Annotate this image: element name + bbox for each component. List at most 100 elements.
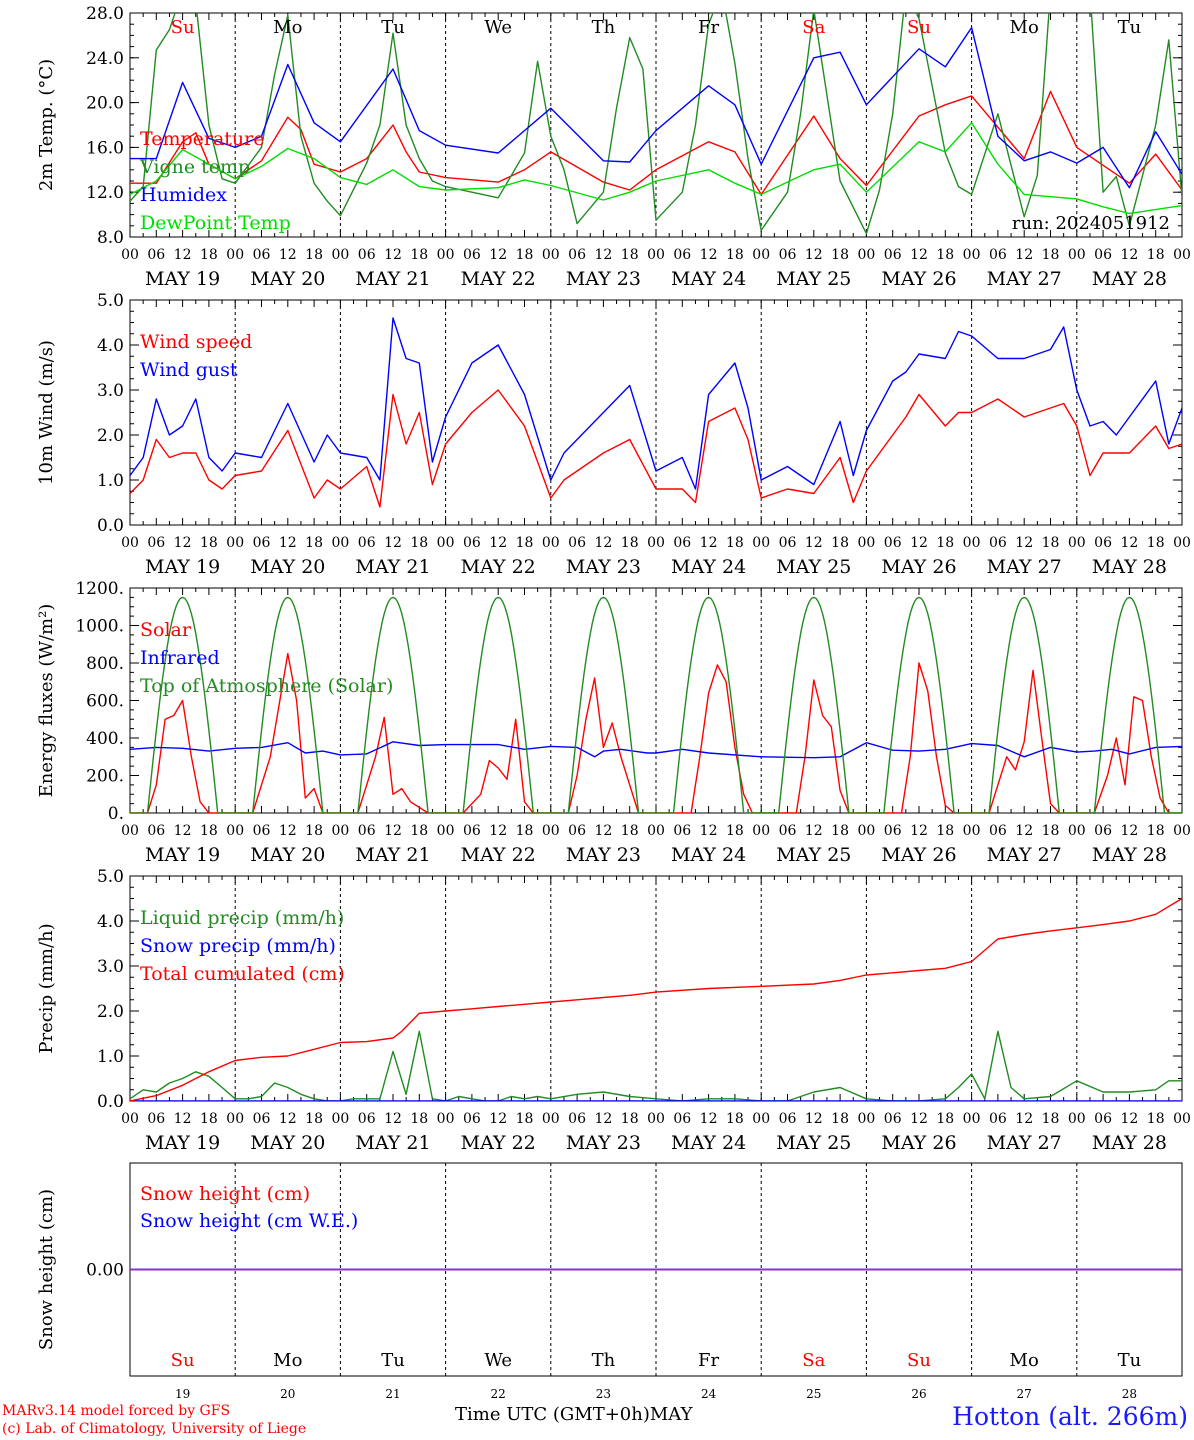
- x-day-label: MAY 25: [776, 844, 851, 866]
- legend-entry: Snow height (cm W.E.): [140, 1210, 358, 1232]
- x-hour-label: 00: [121, 1111, 139, 1127]
- x-day-label: MAY 28: [1092, 1132, 1167, 1154]
- weekday-label: Mo: [1010, 1350, 1039, 1371]
- y-tick-label: 0.: [108, 804, 124, 824]
- x-hour-label: 06: [779, 823, 797, 839]
- x-hour-label: 12: [594, 535, 612, 551]
- x-hour-label: 06: [779, 535, 797, 551]
- x-hour-label: 12: [384, 247, 402, 263]
- day-number-label: 23: [596, 1387, 611, 1401]
- x-hour-label: 06: [253, 823, 271, 839]
- x-hour-label: 06: [673, 535, 691, 551]
- x-hour-label: 12: [700, 823, 718, 839]
- x-hour-label: 18: [410, 823, 428, 839]
- x-hour-label: 00: [857, 1111, 875, 1127]
- x-hour-label: 00: [647, 535, 665, 551]
- weekday-label: We: [484, 17, 512, 38]
- y-tick-label: 3.0: [97, 957, 124, 977]
- x-hour-label: 18: [726, 535, 744, 551]
- time-axis-label: Time UTC (GMT+0h): [455, 1404, 650, 1425]
- x-hour-label: 18: [1042, 247, 1060, 263]
- y-tick-label: 800.: [86, 654, 124, 674]
- x-hour-label: 06: [884, 1111, 902, 1127]
- y-tick-label: 28.0: [86, 4, 124, 24]
- x-hour-label: 12: [910, 1111, 928, 1127]
- x-hour-label: 12: [489, 823, 507, 839]
- x-day-label: MAY 26: [881, 556, 956, 578]
- y-tick-label: 3.0: [97, 381, 124, 401]
- series-line: [130, 317, 1182, 490]
- x-day-label: MAY 25: [776, 1132, 851, 1154]
- x-hour-label: 06: [1094, 1111, 1112, 1127]
- x-hour-label: 12: [1015, 1111, 1033, 1127]
- y-tick-label: 1200.: [75, 579, 124, 599]
- x-hour-label: 06: [1094, 247, 1112, 263]
- panel-frame-wind: [129, 299, 1183, 526]
- x-hour-label: 00: [226, 535, 244, 551]
- x-hour-label: 18: [1042, 823, 1060, 839]
- x-hour-label: 12: [805, 823, 823, 839]
- x-hour-label: 06: [779, 1111, 797, 1127]
- x-hour-label: 00: [121, 535, 139, 551]
- x-hour-label: 18: [200, 247, 218, 263]
- x-hour-label: 12: [910, 823, 928, 839]
- x-day-label: MAY 28: [1092, 844, 1167, 866]
- y-tick-label: 1.0: [97, 471, 124, 491]
- x-hour-label: 00: [226, 1111, 244, 1127]
- x-hour-label: 12: [489, 1111, 507, 1127]
- x-hour-label: 06: [568, 823, 586, 839]
- x-hour-label: 18: [831, 823, 849, 839]
- x-day-label: MAY 27: [987, 844, 1062, 866]
- x-hour-label: 00: [437, 1111, 455, 1127]
- y-tick-label: 400.: [86, 729, 124, 749]
- x-hour-label: 18: [200, 535, 218, 551]
- x-hour-label: 18: [936, 535, 954, 551]
- y-tick-label: 20.0: [86, 94, 124, 114]
- x-hour-label: 12: [805, 535, 823, 551]
- x-hour-label: 12: [174, 1111, 192, 1127]
- x-day-label: MAY 19: [145, 844, 220, 866]
- x-hour-label: 12: [279, 247, 297, 263]
- x-hour-label: 00: [963, 823, 981, 839]
- x-hour-label: 18: [936, 247, 954, 263]
- x-hour-label: 12: [700, 1111, 718, 1127]
- x-hour-label: 12: [174, 535, 192, 551]
- x-hour-label: 00: [542, 823, 560, 839]
- legend-entry: Wind gust: [140, 359, 238, 381]
- weekday-label: Sa: [802, 17, 825, 38]
- station-name: Hotton (alt. 266m): [952, 1402, 1188, 1431]
- x-hour-label: 06: [568, 1111, 586, 1127]
- x-hour-label: 18: [410, 1111, 428, 1127]
- x-hour-label: 00: [963, 247, 981, 263]
- panel-frame-energy: [129, 587, 1183, 814]
- y-tick-label: 4.0: [97, 912, 124, 932]
- day-number-label: 25: [806, 1387, 821, 1401]
- y-axis-label: Precip (mm/h): [36, 923, 57, 1053]
- legend-entry: Infrared: [140, 647, 220, 669]
- x-hour-label: 00: [437, 535, 455, 551]
- weekday-label: Su: [907, 17, 931, 38]
- x-day-label: MAY 23: [566, 556, 641, 578]
- x-hour-label: 12: [805, 247, 823, 263]
- x-hour-label: 00: [542, 535, 560, 551]
- y-tick-label: 0.0: [97, 1092, 124, 1112]
- x-day-label: MAY 23: [566, 1132, 641, 1154]
- day-number-label: 27: [1017, 1387, 1032, 1401]
- x-hour-label: 18: [936, 1111, 954, 1127]
- x-hour-label: 18: [1042, 1111, 1060, 1127]
- day-number-label: 24: [701, 1387, 717, 1401]
- legend-entry: Snow precip (mm/h): [140, 935, 336, 957]
- legend-entry: Total cumulated (cm): [140, 963, 345, 985]
- x-hour-label: 18: [516, 535, 534, 551]
- x-hour-label: 12: [1120, 823, 1138, 839]
- x-hour-label: 00: [857, 823, 875, 839]
- x-hour-label: 18: [831, 1111, 849, 1127]
- x-hour-label: 12: [489, 535, 507, 551]
- x-hour-label: 12: [910, 247, 928, 263]
- weekday-label: Mo: [1010, 17, 1039, 38]
- series-line: [130, 596, 1182, 813]
- x-hour-label: 06: [884, 247, 902, 263]
- weekday-label: We: [484, 1350, 512, 1371]
- x-day-label: MAY 21: [355, 1132, 430, 1154]
- weekday-label: Th: [592, 1350, 616, 1371]
